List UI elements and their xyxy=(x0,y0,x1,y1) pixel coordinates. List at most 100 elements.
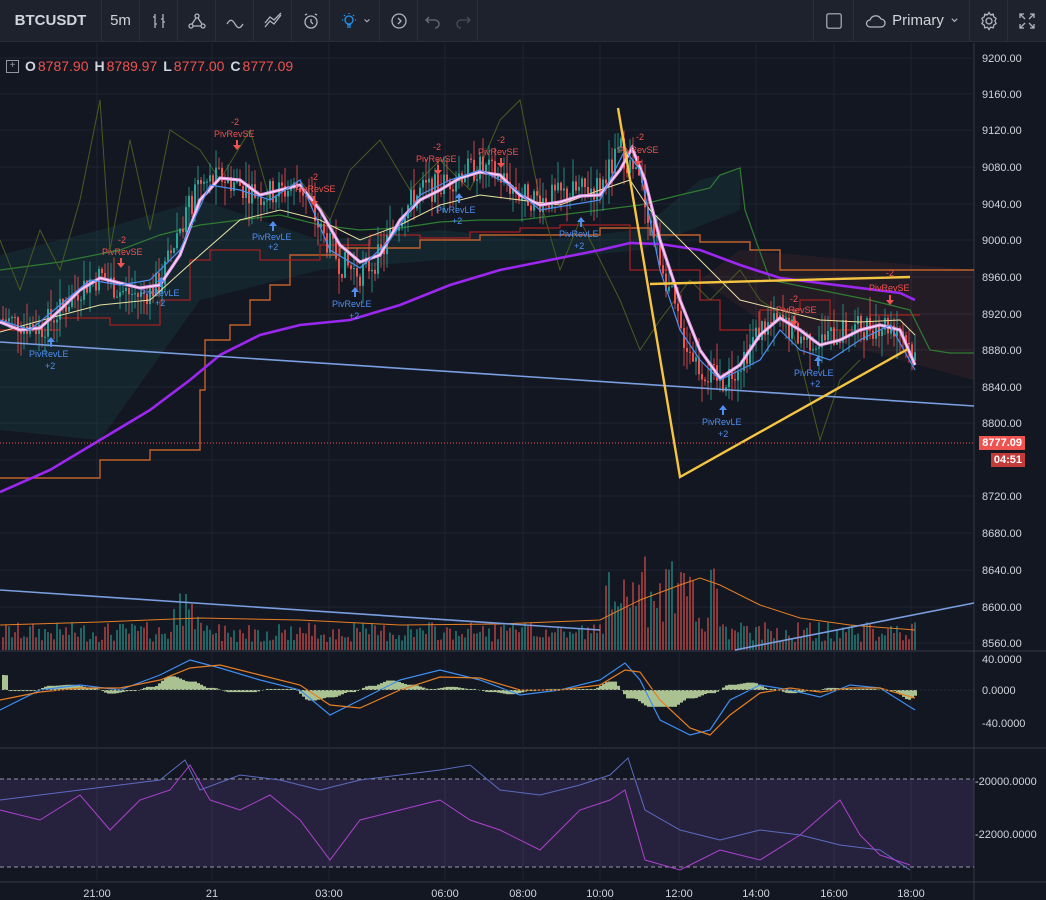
candle-body xyxy=(818,347,820,349)
svg-text:-2: -2 xyxy=(886,268,894,278)
volume-bar xyxy=(305,633,307,650)
volume-bar xyxy=(479,631,481,650)
candle-body xyxy=(803,336,805,341)
macd-bar xyxy=(140,688,143,690)
volume-bar xyxy=(299,627,301,650)
macd-bar xyxy=(827,687,830,690)
macd-bar xyxy=(326,690,329,698)
macd-bar xyxy=(650,690,653,707)
undo-icon[interactable] xyxy=(418,0,448,42)
macd-bar xyxy=(179,678,182,690)
candle-body xyxy=(41,324,43,338)
volume-bar xyxy=(740,622,742,650)
settings-icon[interactable] xyxy=(970,0,1008,42)
chart-area[interactable]: -2 PivRevSE -2 PivRevSE -2 PivRevSE -2 PivRe… xyxy=(0,43,1046,900)
candle-body xyxy=(632,159,634,169)
svg-text:9080.00: 9080.00 xyxy=(982,162,1022,174)
macd-bar xyxy=(866,688,869,690)
volume-bar xyxy=(188,609,190,650)
macd-bar xyxy=(587,688,590,690)
macd-bar xyxy=(425,688,428,690)
redo-icon[interactable] xyxy=(448,0,478,42)
bar-style-icon[interactable] xyxy=(178,0,216,42)
svg-text:-20000.0000: -20000.0000 xyxy=(975,776,1037,788)
volume-bar xyxy=(266,631,268,650)
macd-bar xyxy=(599,685,602,690)
svg-text:PivRevLE: PivRevLE xyxy=(559,229,599,239)
volume-bar xyxy=(884,635,886,650)
volume-bar xyxy=(44,629,46,650)
volume-bar xyxy=(695,621,697,650)
volume-bar xyxy=(779,640,781,650)
candle-body xyxy=(446,174,448,182)
indicators-icon[interactable] xyxy=(216,0,254,42)
volume-bar xyxy=(887,628,889,650)
macd-bar xyxy=(890,690,893,692)
volume-bar xyxy=(632,582,634,650)
svg-text:03:00: 03:00 xyxy=(315,888,343,900)
candle-body xyxy=(209,175,211,182)
volume-bar xyxy=(536,636,538,650)
layout-selector[interactable]: Primary xyxy=(854,0,970,42)
compare-icon[interactable] xyxy=(140,0,178,42)
macd-bar xyxy=(503,690,506,694)
volume-bar xyxy=(749,632,751,650)
candle-body xyxy=(713,363,715,366)
volume-bar xyxy=(662,621,664,650)
candle-body xyxy=(224,181,226,183)
bar-countdown: 04:51 xyxy=(990,453,1025,467)
volume-bar xyxy=(17,622,19,650)
macd-bar xyxy=(98,689,101,691)
templates-icon[interactable] xyxy=(254,0,292,42)
volume-bar xyxy=(170,631,172,650)
svg-text:16:00: 16:00 xyxy=(820,888,848,900)
volume-bar xyxy=(857,633,859,650)
volume-bar xyxy=(515,629,517,650)
macd-bar xyxy=(677,690,680,705)
time-axis[interactable]: 21:00 21 03:00 06:00 08:00 10:00 12:00 1… xyxy=(83,888,925,900)
candle-body xyxy=(689,351,691,353)
candle-body xyxy=(548,205,550,208)
volume-bars xyxy=(2,556,916,650)
volume-bar xyxy=(545,629,547,650)
macd-bar xyxy=(242,690,245,693)
layout-square-icon[interactable] xyxy=(814,0,854,42)
horizontal-grid xyxy=(0,57,974,644)
macd-bar xyxy=(146,686,149,690)
volume-bar xyxy=(836,630,838,650)
ideas-icon[interactable] xyxy=(330,0,380,42)
candle-body xyxy=(455,181,457,192)
volume-bar xyxy=(593,624,595,650)
volume-bar xyxy=(104,626,106,650)
macd-bar xyxy=(143,687,146,690)
candle-body xyxy=(815,348,817,350)
candle-body xyxy=(773,313,775,324)
candle-body xyxy=(140,291,142,297)
volume-bar xyxy=(497,639,499,650)
macd-bar xyxy=(377,684,380,690)
price-axis[interactable]: 9200.00 9160.00 9120.00 9080.00 9040.00 … xyxy=(975,53,1037,841)
expand-legend-icon[interactable]: + xyxy=(6,59,19,73)
volume-bar xyxy=(428,622,430,650)
macd-bar xyxy=(704,690,707,695)
macd-bar xyxy=(494,690,497,693)
macd-bar xyxy=(899,690,902,695)
candle-body xyxy=(770,322,772,324)
svg-text:21: 21 xyxy=(206,888,218,900)
macd-bar xyxy=(824,688,827,690)
volume-bar xyxy=(335,639,337,650)
candle-body xyxy=(827,331,829,341)
volume-bar xyxy=(71,622,73,650)
volume-bar xyxy=(344,637,346,650)
replay-icon[interactable] xyxy=(380,0,418,42)
candle-body xyxy=(608,159,610,184)
symbol-search[interactable]: BTCUSDT xyxy=(0,0,102,42)
volume-bar xyxy=(5,624,7,650)
fullscreen-icon[interactable] xyxy=(1008,0,1046,42)
interval-selector[interactable]: 5m xyxy=(102,0,140,42)
candle-body xyxy=(413,189,415,209)
macd-bar xyxy=(665,690,668,707)
candle-body xyxy=(566,188,568,202)
alert-icon[interactable] xyxy=(292,0,330,42)
